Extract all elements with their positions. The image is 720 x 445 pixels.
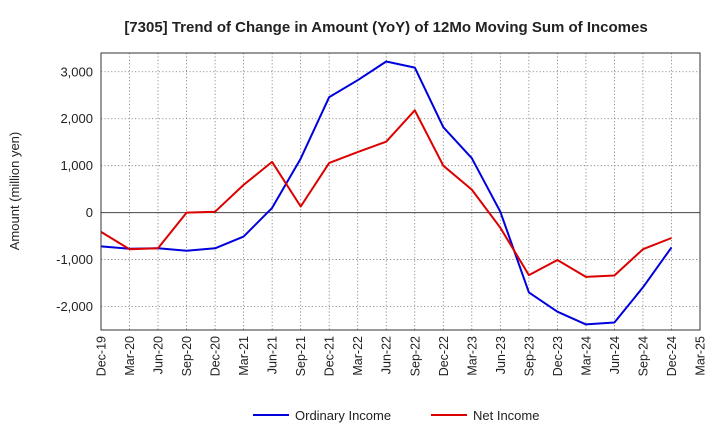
x-tick-label: Dec-24	[665, 336, 679, 376]
y-tick-label: 1,000	[60, 158, 93, 173]
x-tick-label: Sep-23	[522, 336, 536, 376]
series-line-net-income	[100, 109, 672, 278]
y-tick-label: -2,000	[56, 299, 93, 314]
x-tick-label: Dec-21	[323, 336, 337, 376]
y-axis-label: Amount (million yen)	[7, 132, 22, 251]
x-tick-label: Mar-21	[237, 336, 251, 376]
y-tick-label: 2,000	[60, 111, 93, 126]
x-tick-label: Sep-20	[180, 336, 194, 376]
x-tick-label: Mar-25	[694, 336, 708, 376]
x-tick-label: Mar-23	[465, 336, 479, 376]
x-tick-label: Mar-20	[123, 336, 137, 376]
x-tick-label: Dec-23	[551, 336, 565, 376]
x-tick-label: Sep-21	[294, 336, 308, 376]
x-tick-label: Mar-22	[351, 336, 365, 376]
x-tick-label: Sep-22	[408, 336, 422, 376]
x-tick-label: Dec-22	[437, 336, 451, 376]
x-tick-label: Jun-21	[266, 336, 280, 374]
grid	[100, 53, 701, 330]
legend-label-net-income: Net Income	[473, 408, 539, 423]
legend-label-ordinary-income: Ordinary Income	[295, 408, 391, 423]
series-line-ordinary-income	[100, 60, 673, 326]
x-tick-label: Mar-24	[579, 336, 593, 376]
x-tick-label: Jun-20	[152, 336, 166, 374]
x-tick-label: Dec-20	[209, 336, 223, 376]
x-tick-label: Dec-19	[95, 336, 109, 376]
x-tick-labels: Dec-19 Mar-20 Jun-20 Sep-20 Dec-20 Mar-21 Jun-…	[95, 336, 708, 376]
x-tick-label: Jun-23	[494, 336, 508, 374]
legend: Ordinary Income Net Income	[253, 408, 539, 423]
y-tick-label: 3,000	[60, 64, 93, 79]
x-tick-label: Sep-24	[636, 336, 650, 376]
y-tick-label: -1,000	[56, 252, 93, 267]
y-tick-labels: -2,000 -1,000 0 1,000 2,000 3,000	[56, 64, 93, 314]
y-tick-label: 0	[86, 205, 93, 220]
x-tick-label: Jun-22	[380, 336, 394, 374]
series-lines	[100, 60, 673, 326]
plot-frame	[100, 52, 701, 331]
chart-title: [7305] Trend of Change in Amount (YoY) o…	[124, 19, 647, 36]
x-tick-label: Jun-24	[608, 336, 622, 374]
